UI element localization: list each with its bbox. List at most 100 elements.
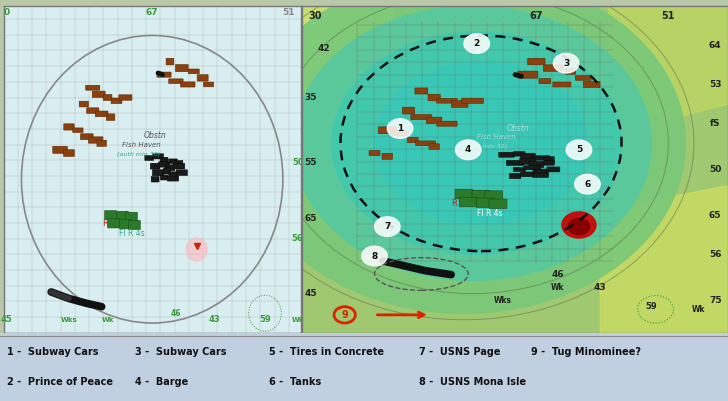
Text: 45: 45 bbox=[1, 315, 12, 324]
Text: 56: 56 bbox=[709, 250, 721, 259]
FancyBboxPatch shape bbox=[437, 99, 457, 103]
FancyBboxPatch shape bbox=[125, 212, 138, 221]
FancyBboxPatch shape bbox=[429, 144, 439, 149]
Text: 56: 56 bbox=[292, 233, 304, 243]
Circle shape bbox=[456, 140, 481, 160]
FancyBboxPatch shape bbox=[489, 199, 507, 209]
FancyBboxPatch shape bbox=[514, 151, 525, 156]
Text: R: R bbox=[451, 199, 457, 208]
FancyBboxPatch shape bbox=[392, 131, 408, 136]
Text: 4 -  Barge: 4 - Barge bbox=[135, 377, 188, 387]
Text: (auth min 32): (auth min 32) bbox=[464, 144, 507, 149]
FancyBboxPatch shape bbox=[181, 82, 195, 87]
FancyBboxPatch shape bbox=[160, 175, 167, 180]
Text: 7: 7 bbox=[384, 222, 390, 231]
Text: 45: 45 bbox=[304, 289, 317, 298]
Text: 46: 46 bbox=[551, 269, 564, 279]
FancyBboxPatch shape bbox=[167, 176, 178, 181]
Circle shape bbox=[242, 0, 686, 313]
FancyBboxPatch shape bbox=[427, 117, 442, 124]
FancyBboxPatch shape bbox=[175, 160, 183, 165]
Text: 67: 67 bbox=[529, 11, 543, 21]
FancyBboxPatch shape bbox=[544, 160, 554, 165]
FancyBboxPatch shape bbox=[157, 72, 171, 77]
Text: Wk: Wk bbox=[101, 317, 114, 323]
Text: 51: 51 bbox=[282, 8, 295, 17]
FancyBboxPatch shape bbox=[173, 163, 185, 169]
FancyBboxPatch shape bbox=[547, 167, 560, 172]
Text: 42: 42 bbox=[317, 44, 330, 53]
Circle shape bbox=[186, 238, 207, 261]
Text: 6: 6 bbox=[585, 180, 590, 188]
Circle shape bbox=[562, 212, 596, 238]
FancyBboxPatch shape bbox=[89, 137, 103, 143]
FancyBboxPatch shape bbox=[462, 98, 483, 103]
Circle shape bbox=[332, 32, 622, 254]
FancyBboxPatch shape bbox=[105, 211, 116, 220]
FancyBboxPatch shape bbox=[86, 85, 100, 90]
Text: Wk: Wk bbox=[551, 283, 564, 292]
Text: 51: 51 bbox=[662, 11, 675, 21]
Circle shape bbox=[553, 53, 579, 73]
FancyBboxPatch shape bbox=[151, 163, 160, 169]
Text: 30: 30 bbox=[308, 11, 322, 21]
Circle shape bbox=[566, 140, 592, 160]
FancyBboxPatch shape bbox=[166, 58, 174, 65]
Text: 53: 53 bbox=[709, 80, 721, 89]
FancyBboxPatch shape bbox=[176, 170, 188, 176]
FancyBboxPatch shape bbox=[403, 107, 415, 114]
Circle shape bbox=[569, 219, 590, 235]
Text: Wk: Wk bbox=[291, 317, 304, 323]
FancyBboxPatch shape bbox=[518, 71, 538, 78]
FancyBboxPatch shape bbox=[583, 81, 600, 87]
FancyBboxPatch shape bbox=[53, 146, 68, 153]
Text: 8 -  USNS Mona Isle: 8 - USNS Mona Isle bbox=[419, 377, 526, 387]
FancyBboxPatch shape bbox=[119, 220, 131, 229]
FancyBboxPatch shape bbox=[513, 167, 526, 172]
FancyBboxPatch shape bbox=[533, 173, 549, 178]
FancyBboxPatch shape bbox=[379, 127, 396, 134]
FancyBboxPatch shape bbox=[528, 58, 545, 65]
FancyBboxPatch shape bbox=[485, 191, 503, 200]
FancyBboxPatch shape bbox=[106, 114, 115, 120]
FancyBboxPatch shape bbox=[531, 156, 550, 160]
Text: 59: 59 bbox=[259, 315, 271, 324]
Text: Wks: Wks bbox=[60, 317, 77, 323]
Text: 64: 64 bbox=[709, 41, 721, 50]
FancyBboxPatch shape bbox=[455, 189, 473, 198]
FancyBboxPatch shape bbox=[81, 134, 93, 140]
FancyBboxPatch shape bbox=[153, 154, 164, 159]
Text: (auth min 30): (auth min 30) bbox=[116, 152, 159, 157]
Circle shape bbox=[374, 62, 587, 225]
Text: 43: 43 bbox=[594, 283, 606, 292]
Text: 8: 8 bbox=[371, 251, 378, 261]
FancyBboxPatch shape bbox=[428, 94, 440, 101]
FancyBboxPatch shape bbox=[169, 172, 177, 177]
Text: R: R bbox=[102, 219, 108, 228]
FancyBboxPatch shape bbox=[553, 82, 571, 87]
Text: 55: 55 bbox=[304, 158, 317, 167]
FancyBboxPatch shape bbox=[87, 108, 99, 113]
Text: Wk: Wk bbox=[692, 306, 705, 314]
Circle shape bbox=[464, 34, 489, 53]
Text: 7 -  USNS Page: 7 - USNS Page bbox=[419, 347, 500, 357]
FancyBboxPatch shape bbox=[476, 198, 494, 207]
Text: 75: 75 bbox=[709, 296, 721, 305]
FancyBboxPatch shape bbox=[128, 221, 141, 229]
Text: 1 -  Subway Cars: 1 - Subway Cars bbox=[7, 347, 99, 357]
FancyBboxPatch shape bbox=[197, 75, 208, 81]
FancyBboxPatch shape bbox=[416, 141, 435, 146]
FancyBboxPatch shape bbox=[507, 160, 523, 166]
FancyBboxPatch shape bbox=[73, 128, 83, 132]
Text: 65: 65 bbox=[304, 214, 317, 223]
Circle shape bbox=[387, 119, 413, 138]
Text: Fish Haven: Fish Haven bbox=[477, 134, 515, 140]
FancyBboxPatch shape bbox=[533, 169, 548, 173]
Polygon shape bbox=[600, 186, 728, 333]
Text: 46: 46 bbox=[170, 309, 181, 318]
Text: 43: 43 bbox=[209, 315, 221, 324]
Text: Fish Haven: Fish Haven bbox=[122, 142, 161, 148]
FancyBboxPatch shape bbox=[151, 176, 159, 182]
FancyBboxPatch shape bbox=[64, 124, 74, 130]
FancyBboxPatch shape bbox=[158, 162, 170, 167]
